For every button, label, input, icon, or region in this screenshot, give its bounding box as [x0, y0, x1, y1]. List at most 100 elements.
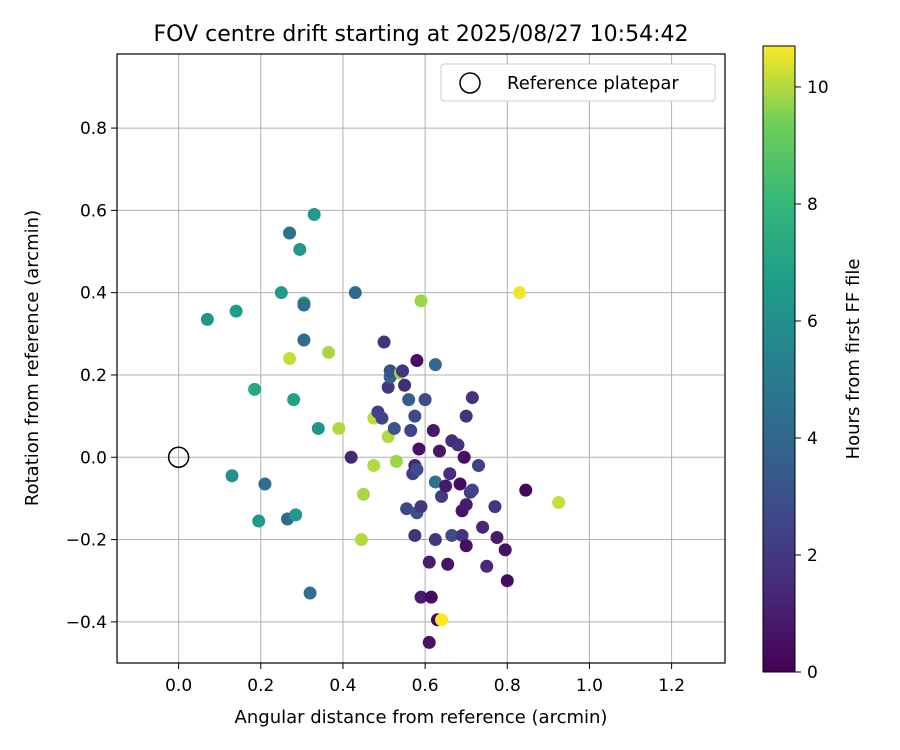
reference-marker — [167, 446, 190, 469]
legend-marker — [459, 72, 481, 94]
colorbar-tick-label: 4 — [807, 429, 818, 449]
data-point — [422, 635, 436, 649]
data-point — [428, 358, 442, 372]
colorbar-tick-label: 0 — [807, 663, 818, 683]
colorbar-tick-label: 8 — [807, 195, 818, 215]
data-point — [490, 530, 504, 544]
data-point — [404, 424, 418, 438]
data-point — [428, 475, 442, 489]
data-point — [418, 393, 432, 407]
data-point — [348, 286, 362, 300]
chart-title: FOV centre drift starting at 2025/08/27 … — [154, 22, 689, 47]
data-point — [465, 483, 479, 497]
colorbar — [762, 45, 796, 673]
data-point — [459, 498, 473, 512]
data-point — [398, 378, 412, 392]
reference-platepar-point — [167, 446, 190, 469]
x-tick-label: 1.2 — [658, 676, 685, 696]
colorbar-label: Hours from first FF file — [843, 259, 864, 460]
data-point — [410, 463, 424, 477]
data-point — [432, 444, 446, 458]
data-point — [426, 424, 440, 438]
grid-lines — [117, 54, 725, 663]
data-point — [500, 574, 514, 588]
colorbar-tick-label: 2 — [807, 546, 818, 566]
x-axis-ticks: 0.0 0.2 0.4 0.6 0.8 1.0 1.2 — [165, 663, 685, 696]
data-point — [307, 207, 321, 221]
data-point — [480, 559, 494, 573]
data-point — [225, 469, 239, 483]
data-point — [283, 226, 297, 240]
data-point — [303, 586, 317, 600]
data-point — [274, 286, 288, 300]
data-point — [354, 533, 368, 547]
colorbar-tick-label: 6 — [807, 312, 818, 332]
plot-frame — [116, 53, 726, 664]
data-point — [283, 352, 297, 365]
data-point — [367, 458, 381, 472]
legend-entry: Reference platepar — [507, 73, 679, 94]
data-point — [344, 450, 358, 464]
data-point — [457, 450, 471, 464]
data-point — [451, 438, 465, 452]
y-tick-label: 0.8 — [80, 119, 107, 139]
data-point — [200, 312, 214, 326]
data-point — [439, 479, 453, 493]
data-point — [229, 304, 243, 318]
legend: Reference platepar — [440, 63, 716, 102]
data-point — [252, 514, 266, 528]
data-point — [488, 500, 502, 514]
data-point — [402, 393, 416, 407]
y-tick-label: 0.6 — [80, 201, 107, 221]
data-point — [297, 333, 311, 347]
data-point — [387, 421, 401, 435]
data-point — [453, 477, 467, 491]
data-point — [381, 380, 395, 394]
data-point — [322, 345, 336, 359]
x-tick-label: 1.0 — [576, 676, 603, 696]
data-point — [414, 590, 428, 604]
data-point — [552, 496, 566, 510]
data-point — [424, 590, 438, 604]
data-point — [396, 364, 410, 378]
data-point — [441, 557, 455, 571]
x-tick-label: 0.2 — [247, 676, 274, 696]
data-point — [332, 421, 346, 435]
data-point — [383, 364, 397, 378]
x-tick-label: 0.6 — [412, 676, 439, 696]
y-axis-ticks: −0.4 −0.2 0.0 0.2 0.4 0.6 0.8 — [66, 119, 117, 633]
data-point — [445, 528, 459, 542]
data-point — [408, 409, 422, 423]
data-points — [200, 207, 566, 649]
data-point — [377, 335, 391, 349]
data-point — [435, 613, 449, 627]
x-tick-label: 0.8 — [494, 676, 521, 696]
x-axis-label: Angular distance from reference (arcmin) — [235, 707, 608, 728]
x-tick-label: 0.4 — [329, 676, 356, 696]
data-point — [410, 354, 424, 368]
data-point — [400, 502, 414, 516]
data-point — [375, 411, 389, 425]
data-point — [311, 421, 325, 435]
data-point — [412, 442, 426, 456]
data-point — [258, 477, 272, 491]
y-tick-label: 0.0 — [80, 448, 107, 468]
x-tick-label: 0.0 — [165, 676, 192, 696]
data-point — [498, 543, 512, 557]
colorbar-tick-label: 10 — [807, 78, 829, 98]
y-tick-label: 0.2 — [80, 366, 107, 386]
data-point — [297, 298, 311, 312]
data-point — [289, 508, 303, 522]
data-point — [476, 520, 490, 534]
data-point — [356, 487, 370, 501]
y-axis-label: Rotation from reference (arcmin) — [22, 210, 43, 506]
y-tick-label: −0.4 — [66, 613, 107, 633]
data-point — [459, 539, 473, 553]
data-point — [408, 528, 422, 542]
data-point — [472, 458, 486, 472]
legend-box — [440, 63, 716, 102]
data-point — [389, 454, 403, 468]
data-point — [414, 294, 428, 308]
data-point — [293, 242, 307, 256]
data-point — [513, 286, 527, 300]
